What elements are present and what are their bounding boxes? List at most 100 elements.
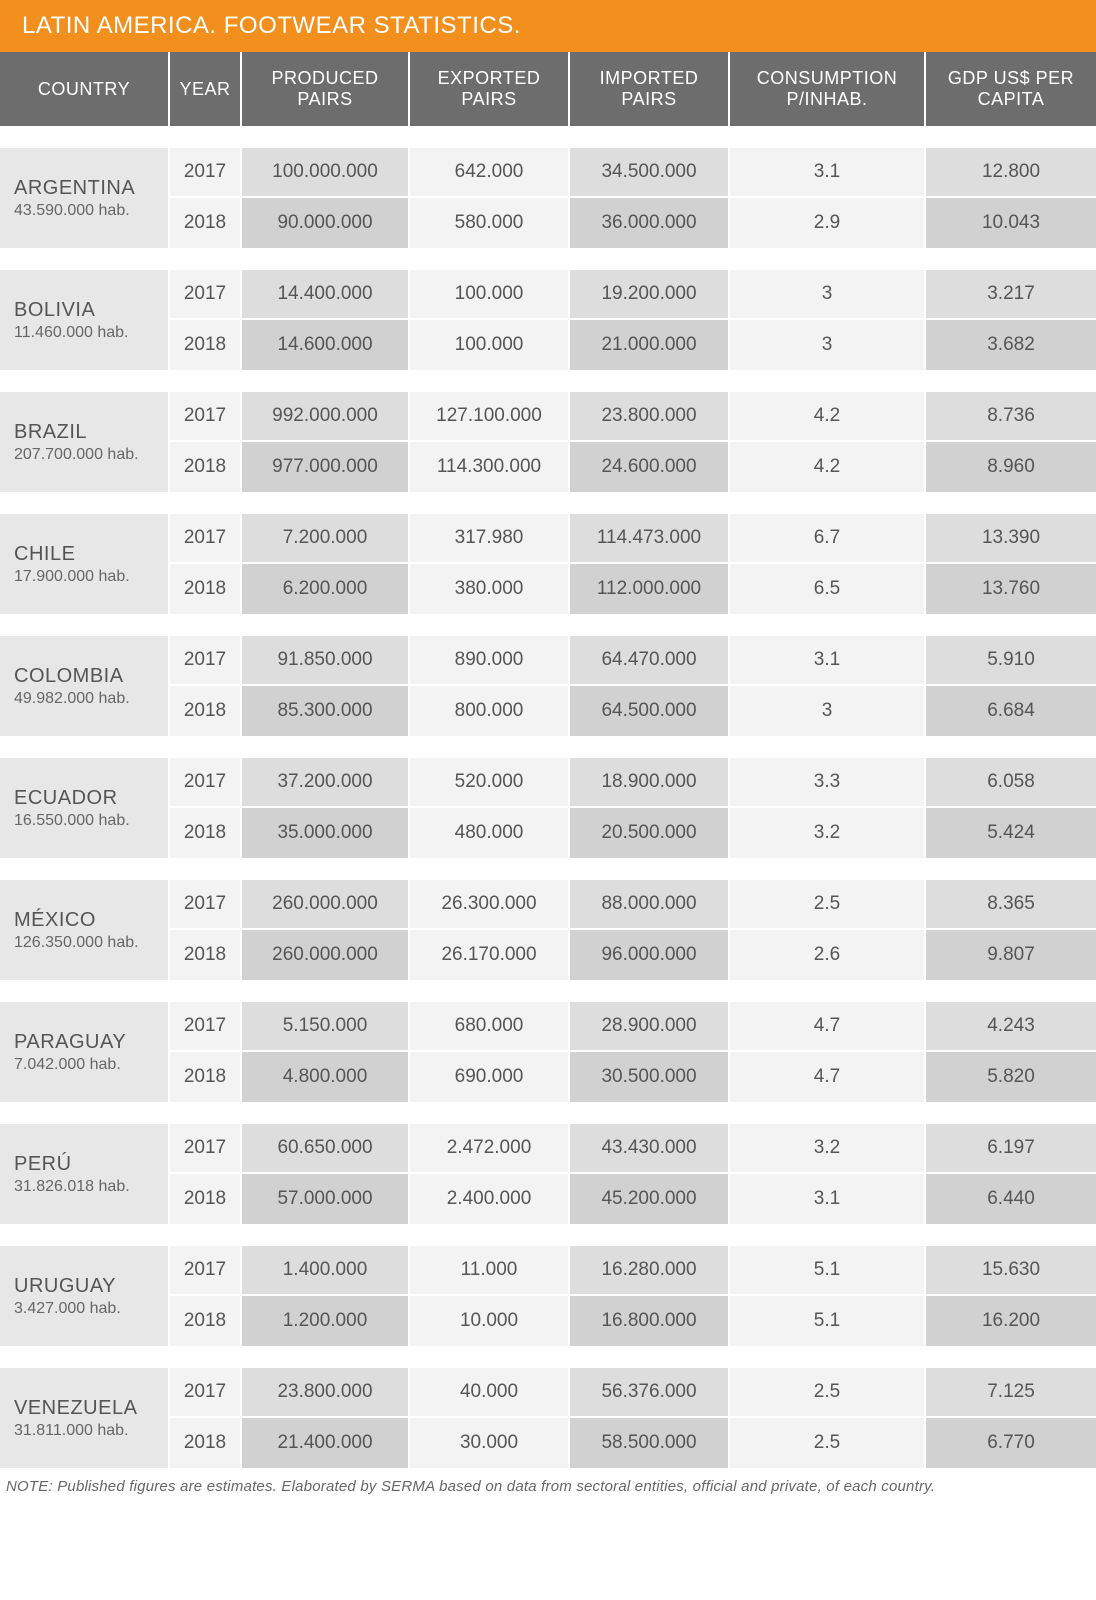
data-col-exported: 127.100.000114.300.000 (410, 392, 570, 492)
cell-produced: 5.150.000 (242, 1002, 410, 1052)
cell-consumption: 3 (730, 320, 926, 370)
data-col-consumption: 3.23.1 (730, 1124, 926, 1224)
cell-gdp: 8.365 (926, 880, 1096, 930)
cell-exported: 127.100.000 (410, 392, 570, 442)
cell-produced: 6.200.000 (242, 564, 410, 614)
cell-gdp: 6.197 (926, 1124, 1096, 1174)
data-col-imported: 19.200.00021.000.000 (570, 270, 730, 370)
data-col-imported: 18.900.00020.500.000 (570, 758, 730, 858)
cell-produced: 14.600.000 (242, 320, 410, 370)
cell-exported: 480.000 (410, 808, 570, 858)
cell-year: 2017 (170, 270, 242, 320)
cell-exported: 520.000 (410, 758, 570, 808)
data-col-consumption: 2.52.5 (730, 1368, 926, 1468)
data-col-year: 20172018 (170, 148, 242, 248)
data-col-imported: 56.376.00058.500.000 (570, 1368, 730, 1468)
cell-gdp: 10.043 (926, 198, 1096, 248)
cell-consumption: 2.5 (730, 880, 926, 930)
cell-imported: 114.473.000 (570, 514, 730, 564)
data-col-year: 20172018 (170, 758, 242, 858)
block-spacer (0, 736, 1096, 758)
cell-exported: 114.300.000 (410, 442, 570, 492)
cell-produced: 90.000.000 (242, 198, 410, 248)
data-col-gdp: 6.1976.440 (926, 1124, 1096, 1224)
data-col-produced: 992.000.000977.000.000 (242, 392, 410, 492)
col-header-consumption: CONSUMPTION P/INHAB. (730, 52, 926, 126)
cell-gdp: 13.390 (926, 514, 1096, 564)
cell-imported: 30.500.000 (570, 1052, 730, 1102)
country-population: 207.700.000 hab. (14, 446, 168, 464)
cell-exported: 100.000 (410, 320, 570, 370)
cell-consumption: 4.2 (730, 392, 926, 442)
cell-gdp: 6.770 (926, 1418, 1096, 1468)
data-col-gdp: 3.2173.682 (926, 270, 1096, 370)
data-col-year: 20172018 (170, 270, 242, 370)
cell-produced: 14.400.000 (242, 270, 410, 320)
country-block: CHILE17.900.000 hab.201720187.200.0006.2… (0, 514, 1096, 614)
cell-imported: 88.000.000 (570, 880, 730, 930)
cell-year: 2017 (170, 758, 242, 808)
data-col-imported: 114.473.000112.000.000 (570, 514, 730, 614)
cell-year: 2017 (170, 1246, 242, 1296)
cell-exported: 100.000 (410, 270, 570, 320)
country-name: BRAZIL (14, 421, 168, 444)
country-block: BRAZIL 207.700.000 hab.20172018992.000.00… (0, 392, 1096, 492)
country-block: MÉXICO126.350.000 hab.20172018260.000.00… (0, 880, 1096, 980)
cell-year: 2017 (170, 880, 242, 930)
cell-consumption: 4.7 (730, 1002, 926, 1052)
cell-exported: 380.000 (410, 564, 570, 614)
data-col-consumption: 4.74.7 (730, 1002, 926, 1102)
cell-consumption: 3 (730, 270, 926, 320)
cell-exported: 2.472.000 (410, 1124, 570, 1174)
country-block: VENEZUELA31.811.000 hab.2017201823.800.0… (0, 1368, 1096, 1468)
country-population: 126.350.000 hab. (14, 934, 168, 952)
data-col-gdp: 5.9106.684 (926, 636, 1096, 736)
cell-produced: 977.000.000 (242, 442, 410, 492)
country-name: PARAGUAY (14, 1031, 168, 1054)
cell-exported: 800.000 (410, 686, 570, 736)
col-header-imported: IMPORTED PAIRS (570, 52, 730, 126)
country-name: ARGENTINA (14, 177, 168, 200)
country-cell: COLOMBIA49.982.000 hab. (0, 636, 170, 736)
data-col-year: 20172018 (170, 1124, 242, 1224)
cell-produced: 4.800.000 (242, 1052, 410, 1102)
cell-consumption: 2.5 (730, 1368, 926, 1418)
cell-gdp: 15.630 (926, 1246, 1096, 1296)
cell-year: 2018 (170, 686, 242, 736)
data-col-year: 20172018 (170, 392, 242, 492)
data-col-year: 20172018 (170, 636, 242, 736)
cell-exported: 890.000 (410, 636, 570, 686)
country-population: 11.460.000 hab. (14, 324, 168, 342)
data-col-consumption: 2.52.6 (730, 880, 926, 980)
data-col-exported: 40.00030.000 (410, 1368, 570, 1468)
cell-consumption: 5.1 (730, 1246, 926, 1296)
block-spacer (0, 126, 1096, 148)
data-col-exported: 642.000580.000 (410, 148, 570, 248)
cell-produced: 35.000.000 (242, 808, 410, 858)
country-population: 17.900.000 hab. (14, 568, 168, 586)
data-col-year: 20172018 (170, 1002, 242, 1102)
cell-consumption: 3.3 (730, 758, 926, 808)
data-col-exported: 890.000800.000 (410, 636, 570, 736)
data-col-exported: 26.300.00026.170.000 (410, 880, 570, 980)
country-name: MÉXICO (14, 909, 168, 932)
data-col-exported: 100.000100.000 (410, 270, 570, 370)
country-population: 49.982.000 hab. (14, 690, 168, 708)
country-cell: BOLIVIA11.460.000 hab. (0, 270, 170, 370)
data-col-consumption: 4.24.2 (730, 392, 926, 492)
country-population: 7.042.000 hab. (14, 1056, 168, 1074)
cell-imported: 64.500.000 (570, 686, 730, 736)
data-col-imported: 64.470.00064.500.000 (570, 636, 730, 736)
country-name: URUGUAY (14, 1275, 168, 1298)
table-header: COUNTRY YEAR PRODUCED PAIRS EXPORTED PAI… (0, 52, 1096, 126)
country-block: ECUADOR16.550.000 hab.2017201837.200.000… (0, 758, 1096, 858)
cell-gdp: 3.682 (926, 320, 1096, 370)
cell-imported: 96.000.000 (570, 930, 730, 980)
data-col-consumption: 3.13 (730, 636, 926, 736)
block-spacer (0, 858, 1096, 880)
cell-produced: 85.300.000 (242, 686, 410, 736)
cell-exported: 580.000 (410, 198, 570, 248)
cell-gdp: 8.960 (926, 442, 1096, 492)
block-spacer (0, 370, 1096, 392)
cell-year: 2017 (170, 1124, 242, 1174)
